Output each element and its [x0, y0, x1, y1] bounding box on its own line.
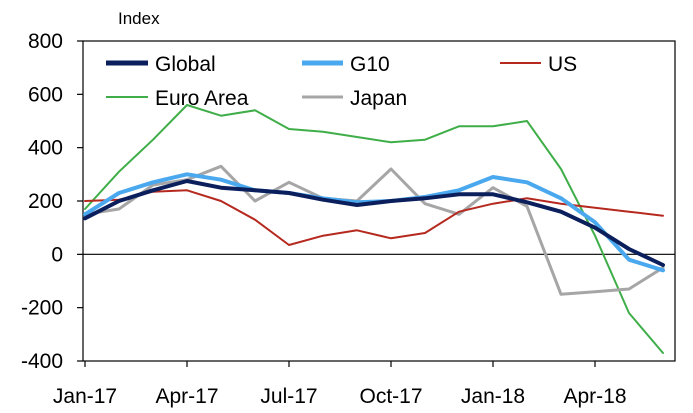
- y-tick-label: 0: [51, 243, 63, 266]
- series-line-euro-area: [84, 104, 664, 354]
- y-tick-label: 400: [28, 137, 63, 160]
- x-tick-label: Oct-17: [359, 385, 422, 408]
- x-axis: Jan-17 Apr-17 Jul-17 Oct-17 Jan-18 Apr-18: [53, 361, 627, 408]
- x-tick-label: Apr-17: [155, 385, 218, 408]
- legend-label-japan: Japan: [350, 87, 407, 110]
- legend-label-euro-area: Euro Area: [155, 87, 249, 110]
- y-axis-title: Index: [118, 9, 160, 28]
- y-tick-label: -400: [21, 350, 63, 373]
- series-line-global: [83, 179, 665, 267]
- legend-label-us: US: [548, 53, 577, 76]
- x-tick-label: Apr-18: [563, 385, 626, 408]
- series-line-g10: [83, 172, 665, 273]
- series-lines: [83, 104, 665, 354]
- x-tick-label: Jan-18: [461, 385, 525, 408]
- legend-label-g10: G10: [350, 53, 390, 76]
- x-tick-label: Jul-17: [260, 385, 317, 408]
- y-tick-label: 800: [28, 30, 63, 53]
- y-tick-label: 600: [28, 83, 63, 106]
- legend-label-global: Global: [155, 53, 216, 76]
- legend: Global G10 US Euro Area Japan: [106, 53, 577, 110]
- y-axis: -400 -200 0 200 400 600 800: [21, 30, 83, 373]
- x-tick-label: Jan-17: [53, 385, 117, 408]
- y-tick-label: 200: [28, 190, 63, 213]
- y-tick-label: -200: [21, 297, 63, 320]
